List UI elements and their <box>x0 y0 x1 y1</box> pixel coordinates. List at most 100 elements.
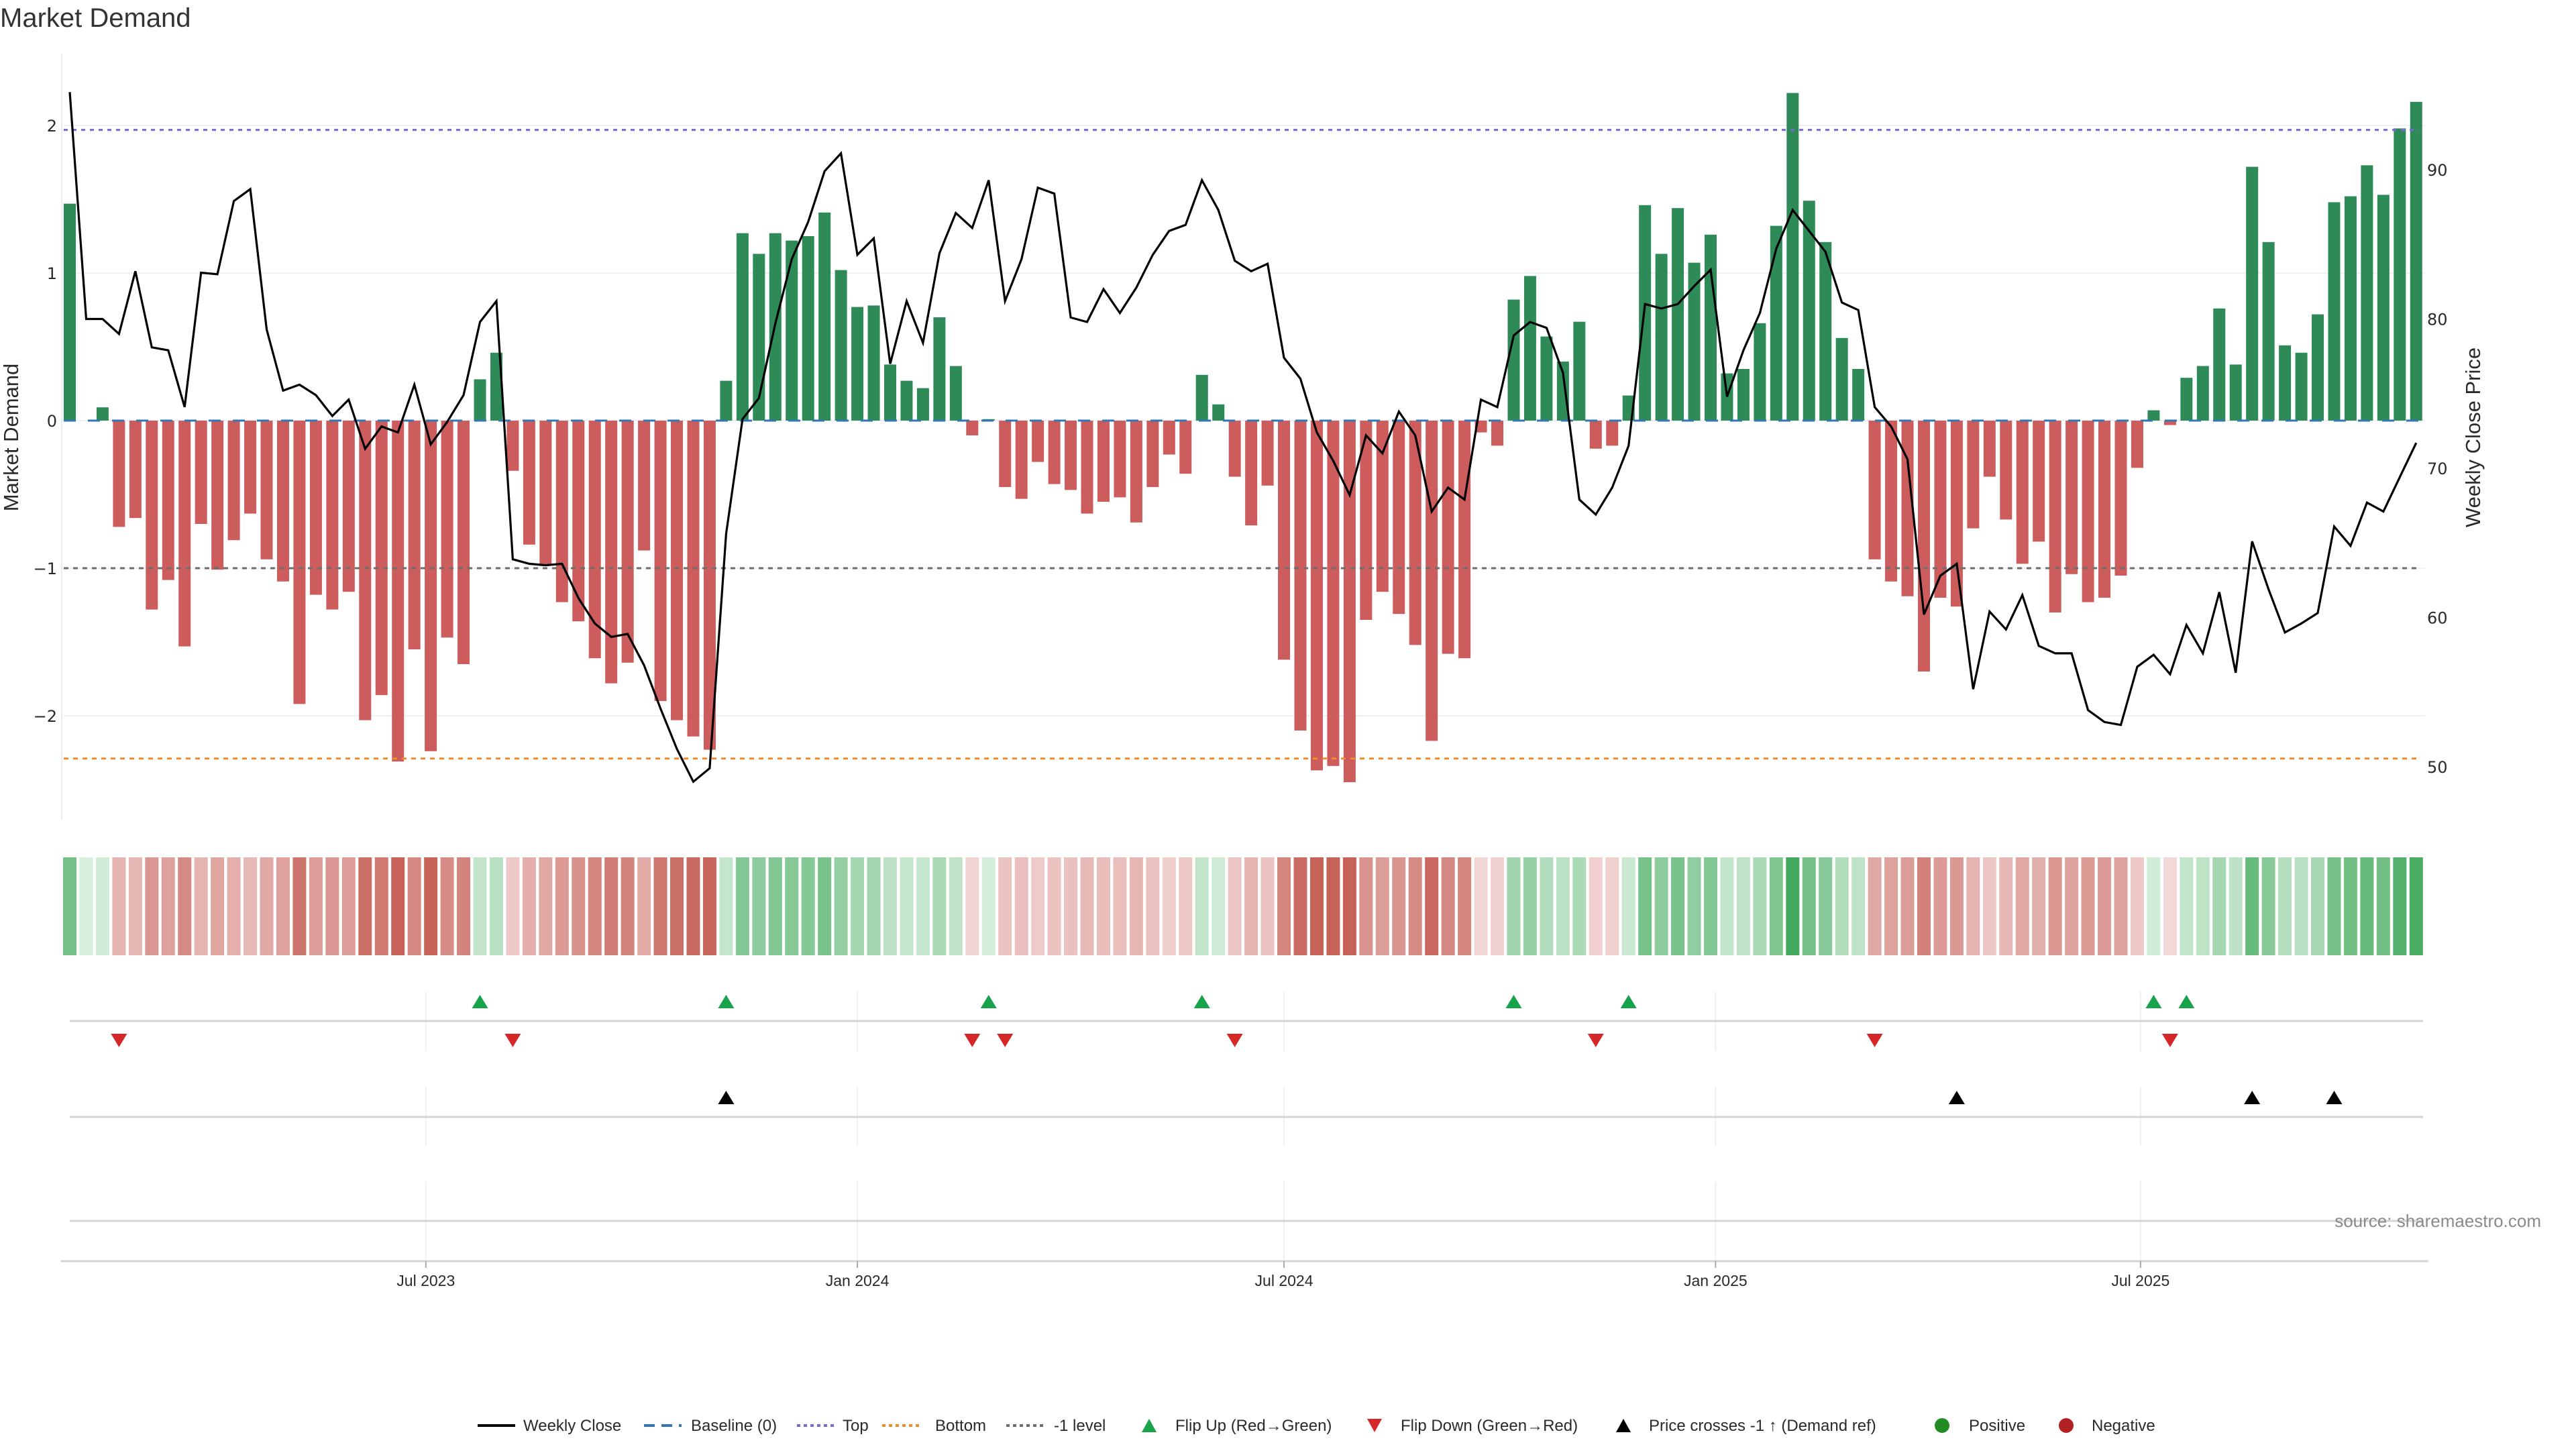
heatmap-cell <box>440 857 454 955</box>
price-tick-label: 50 <box>2427 758 2448 777</box>
heatmap-cell <box>1868 857 1882 955</box>
positive-demand-bar <box>2147 410 2160 421</box>
heatmap-cell <box>1228 857 1242 955</box>
positive-demand-bar <box>2394 128 2406 421</box>
heatmap-cell <box>1441 857 1455 955</box>
positive-demand-bar <box>851 307 864 421</box>
negative-demand-bar <box>113 421 125 527</box>
heatmap-cell <box>1277 857 1291 955</box>
heatmap-cell <box>161 857 175 955</box>
heatmap-cell <box>1720 857 1734 955</box>
heatmap-cell <box>2048 857 2062 955</box>
heatmap-cell <box>965 857 979 955</box>
positive-demand-bar <box>933 317 946 421</box>
negative-demand-bar <box>1967 421 1980 529</box>
positive-demand-bar <box>1573 321 1586 421</box>
heatmap-cell <box>1408 857 1422 955</box>
negative-demand-bar <box>687 421 700 737</box>
x-tick-label: Jan 2024 <box>826 1272 890 1289</box>
positive-demand-bar <box>1507 299 1520 421</box>
demand-bars <box>64 93 2422 782</box>
positive-demand-bar <box>490 352 502 421</box>
chart-title: Market Demand <box>0 3 191 33</box>
negative-demand-bar <box>1245 421 1258 526</box>
negative-demand-bar <box>2049 421 2061 612</box>
legend-label-minus1: -1 level <box>1054 1417 1106 1435</box>
negative-demand-bar <box>244 421 257 514</box>
positive-demand-bar <box>474 379 486 421</box>
heatmap-cell <box>1900 857 1915 955</box>
negative-demand-bar <box>2016 421 2029 564</box>
negative-demand-bar <box>2163 421 2176 425</box>
heatmap-cell <box>341 857 356 955</box>
negative-demand-bar <box>2065 421 2078 574</box>
heatmap-cell <box>325 857 339 955</box>
negative-demand-bar <box>966 421 979 435</box>
heatmap-cell <box>572 857 586 955</box>
heatmap-cell <box>1326 857 1340 955</box>
flip-down-marker <box>964 1034 981 1047</box>
heatmap-cell <box>1572 857 1587 955</box>
heatmap-cell <box>2180 857 2194 955</box>
heatmap-cell <box>1342 857 1356 955</box>
positive-demand-bar <box>1737 369 1750 421</box>
flip-up-marker <box>718 995 735 1008</box>
heatmap-cell <box>1786 857 1800 955</box>
price-axis-ticks: 90 80 70 60 50 <box>2427 161 2448 777</box>
negative-demand-bar <box>359 421 372 720</box>
heatmap-cell <box>1179 857 1193 955</box>
negative-demand-bar <box>2033 421 2045 542</box>
heatmap-cell <box>1819 857 1833 955</box>
negative-demand-bar <box>392 421 405 762</box>
positive-demand-bar <box>786 240 798 421</box>
negative-demand-bar <box>1114 421 1126 498</box>
flip-up-marker <box>1193 995 1210 1008</box>
demand-tick-label: 2 <box>47 117 57 136</box>
heatmap-cell <box>1556 857 1570 955</box>
heatmap-cell <box>292 857 307 955</box>
positive-demand-bar <box>884 364 896 421</box>
heatmap-cell <box>2245 857 2259 955</box>
negative-demand-bar <box>178 421 191 647</box>
heatmap-cell <box>1835 857 1849 955</box>
heatmap-cell <box>1982 857 1996 955</box>
negative-demand-bar <box>1097 421 1110 502</box>
heatmap-cell <box>1113 857 1127 955</box>
heatmap-cell <box>194 857 208 955</box>
price-tick-label: 60 <box>2427 609 2448 628</box>
heatmap-cell <box>719 857 733 955</box>
negative-demand-bar <box>2114 421 2127 576</box>
legend-label-cross: Price crosses -1 ↑ (Demand ref) <box>1649 1417 1876 1435</box>
triangle-down-icon <box>1367 1419 1382 1432</box>
negative-demand-bar <box>654 421 667 701</box>
heatmap-cell <box>2163 857 2177 955</box>
negative-demand-bar <box>146 421 158 610</box>
legend-label-baseline: Baseline (0) <box>691 1417 777 1435</box>
flip-down-marker <box>504 1034 521 1047</box>
price-cross-marker <box>2326 1091 2343 1104</box>
heatmap-cell <box>1605 857 1619 955</box>
negative-demand-bar <box>1917 421 1930 672</box>
weekly-close-line-group <box>68 92 2418 784</box>
heatmap-cell <box>1474 857 1488 955</box>
price-tick-label: 70 <box>2427 460 2448 478</box>
positive-demand-bar <box>2377 195 2390 421</box>
heatmap-cell <box>900 857 914 955</box>
demand-tick-label: −2 <box>34 707 57 726</box>
heatmap-cell <box>260 857 274 955</box>
negative-demand-bar <box>293 421 306 704</box>
negative-demand-bar <box>129 421 142 519</box>
heatmap-cell <box>2015 857 2029 955</box>
heatmap-cell <box>1736 857 1750 955</box>
heatmap-cell <box>391 857 405 955</box>
negative-demand-bar <box>1327 421 1340 766</box>
positive-demand-bar <box>64 203 76 421</box>
heatmap-cell <box>1769 857 1783 955</box>
negative-demand-bar <box>342 421 355 592</box>
heatmap-cell <box>506 857 520 955</box>
positive-demand-bar <box>1655 254 1668 421</box>
heatmap-cell <box>653 857 667 955</box>
negative-demand-bar <box>1130 421 1142 523</box>
heatmap-cell <box>309 857 323 955</box>
heatmap-cell <box>1195 857 1209 955</box>
